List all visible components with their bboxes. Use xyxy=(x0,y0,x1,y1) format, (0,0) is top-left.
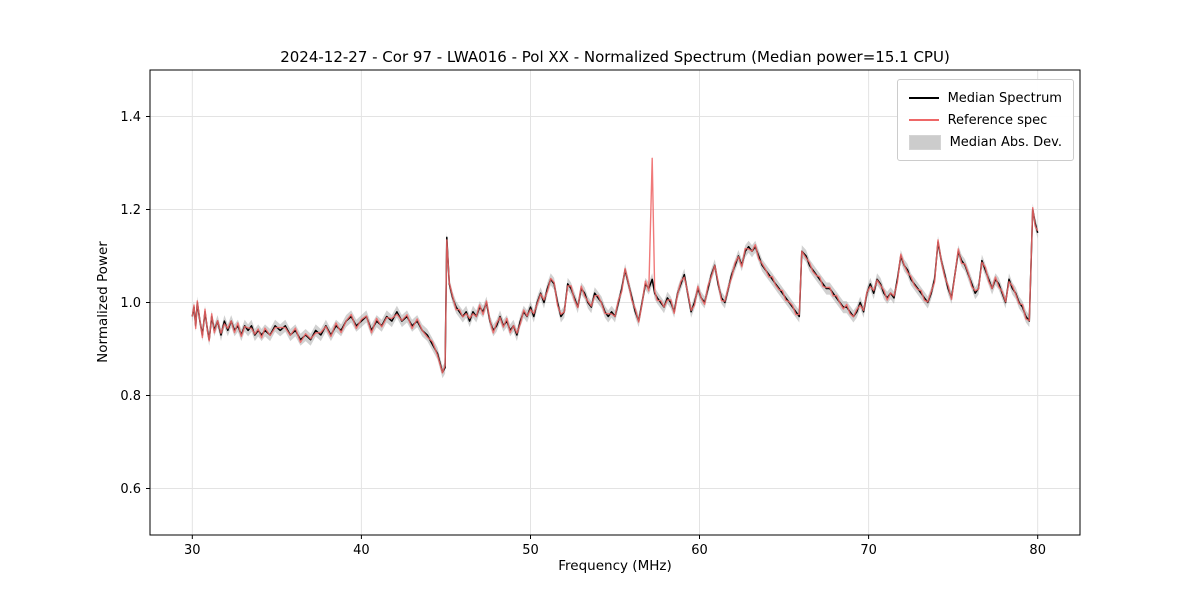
reference-line xyxy=(191,157,1039,374)
x-tick-label: 40 xyxy=(353,543,370,558)
legend-item-reference: Reference spec xyxy=(908,109,1062,131)
x-tick-label: 30 xyxy=(184,543,201,558)
x-axis-label: Frequency (MHz) xyxy=(558,558,672,574)
mad-band-swatch xyxy=(908,134,941,150)
x-tick-label: 80 xyxy=(1029,543,1046,558)
legend-item-mad: Median Abs. Dev. xyxy=(908,131,1062,153)
x-tick-label: 50 xyxy=(522,543,539,558)
x-tick-label: 60 xyxy=(691,543,708,558)
median-line xyxy=(191,208,1039,374)
y-tick-label: 0.6 xyxy=(120,482,141,497)
legend: Median Spectrum Reference spec Median Ab… xyxy=(896,79,1074,161)
chart-title: 2024-12-27 - Cor 97 - LWA016 - Pol XX - … xyxy=(280,48,950,66)
y-tick-label: 1.0 xyxy=(120,296,141,311)
y-tick-label: 1.4 xyxy=(120,110,141,125)
y-tick-label: 1.2 xyxy=(120,203,141,218)
legend-label-median: Median Spectrum xyxy=(947,90,1062,106)
legend-label-mad: Median Abs. Dev. xyxy=(949,134,1062,150)
reference-line-swatch xyxy=(908,119,939,121)
mad-band xyxy=(192,203,1038,379)
y-axis-label: Normalized Power xyxy=(95,241,111,363)
legend-label-reference: Reference spec xyxy=(947,112,1048,128)
x-tick-label: 70 xyxy=(860,543,877,558)
legend-item-median: Median Spectrum xyxy=(908,87,1062,109)
median-line-swatch xyxy=(908,97,939,99)
y-tick-label: 0.8 xyxy=(120,389,141,404)
